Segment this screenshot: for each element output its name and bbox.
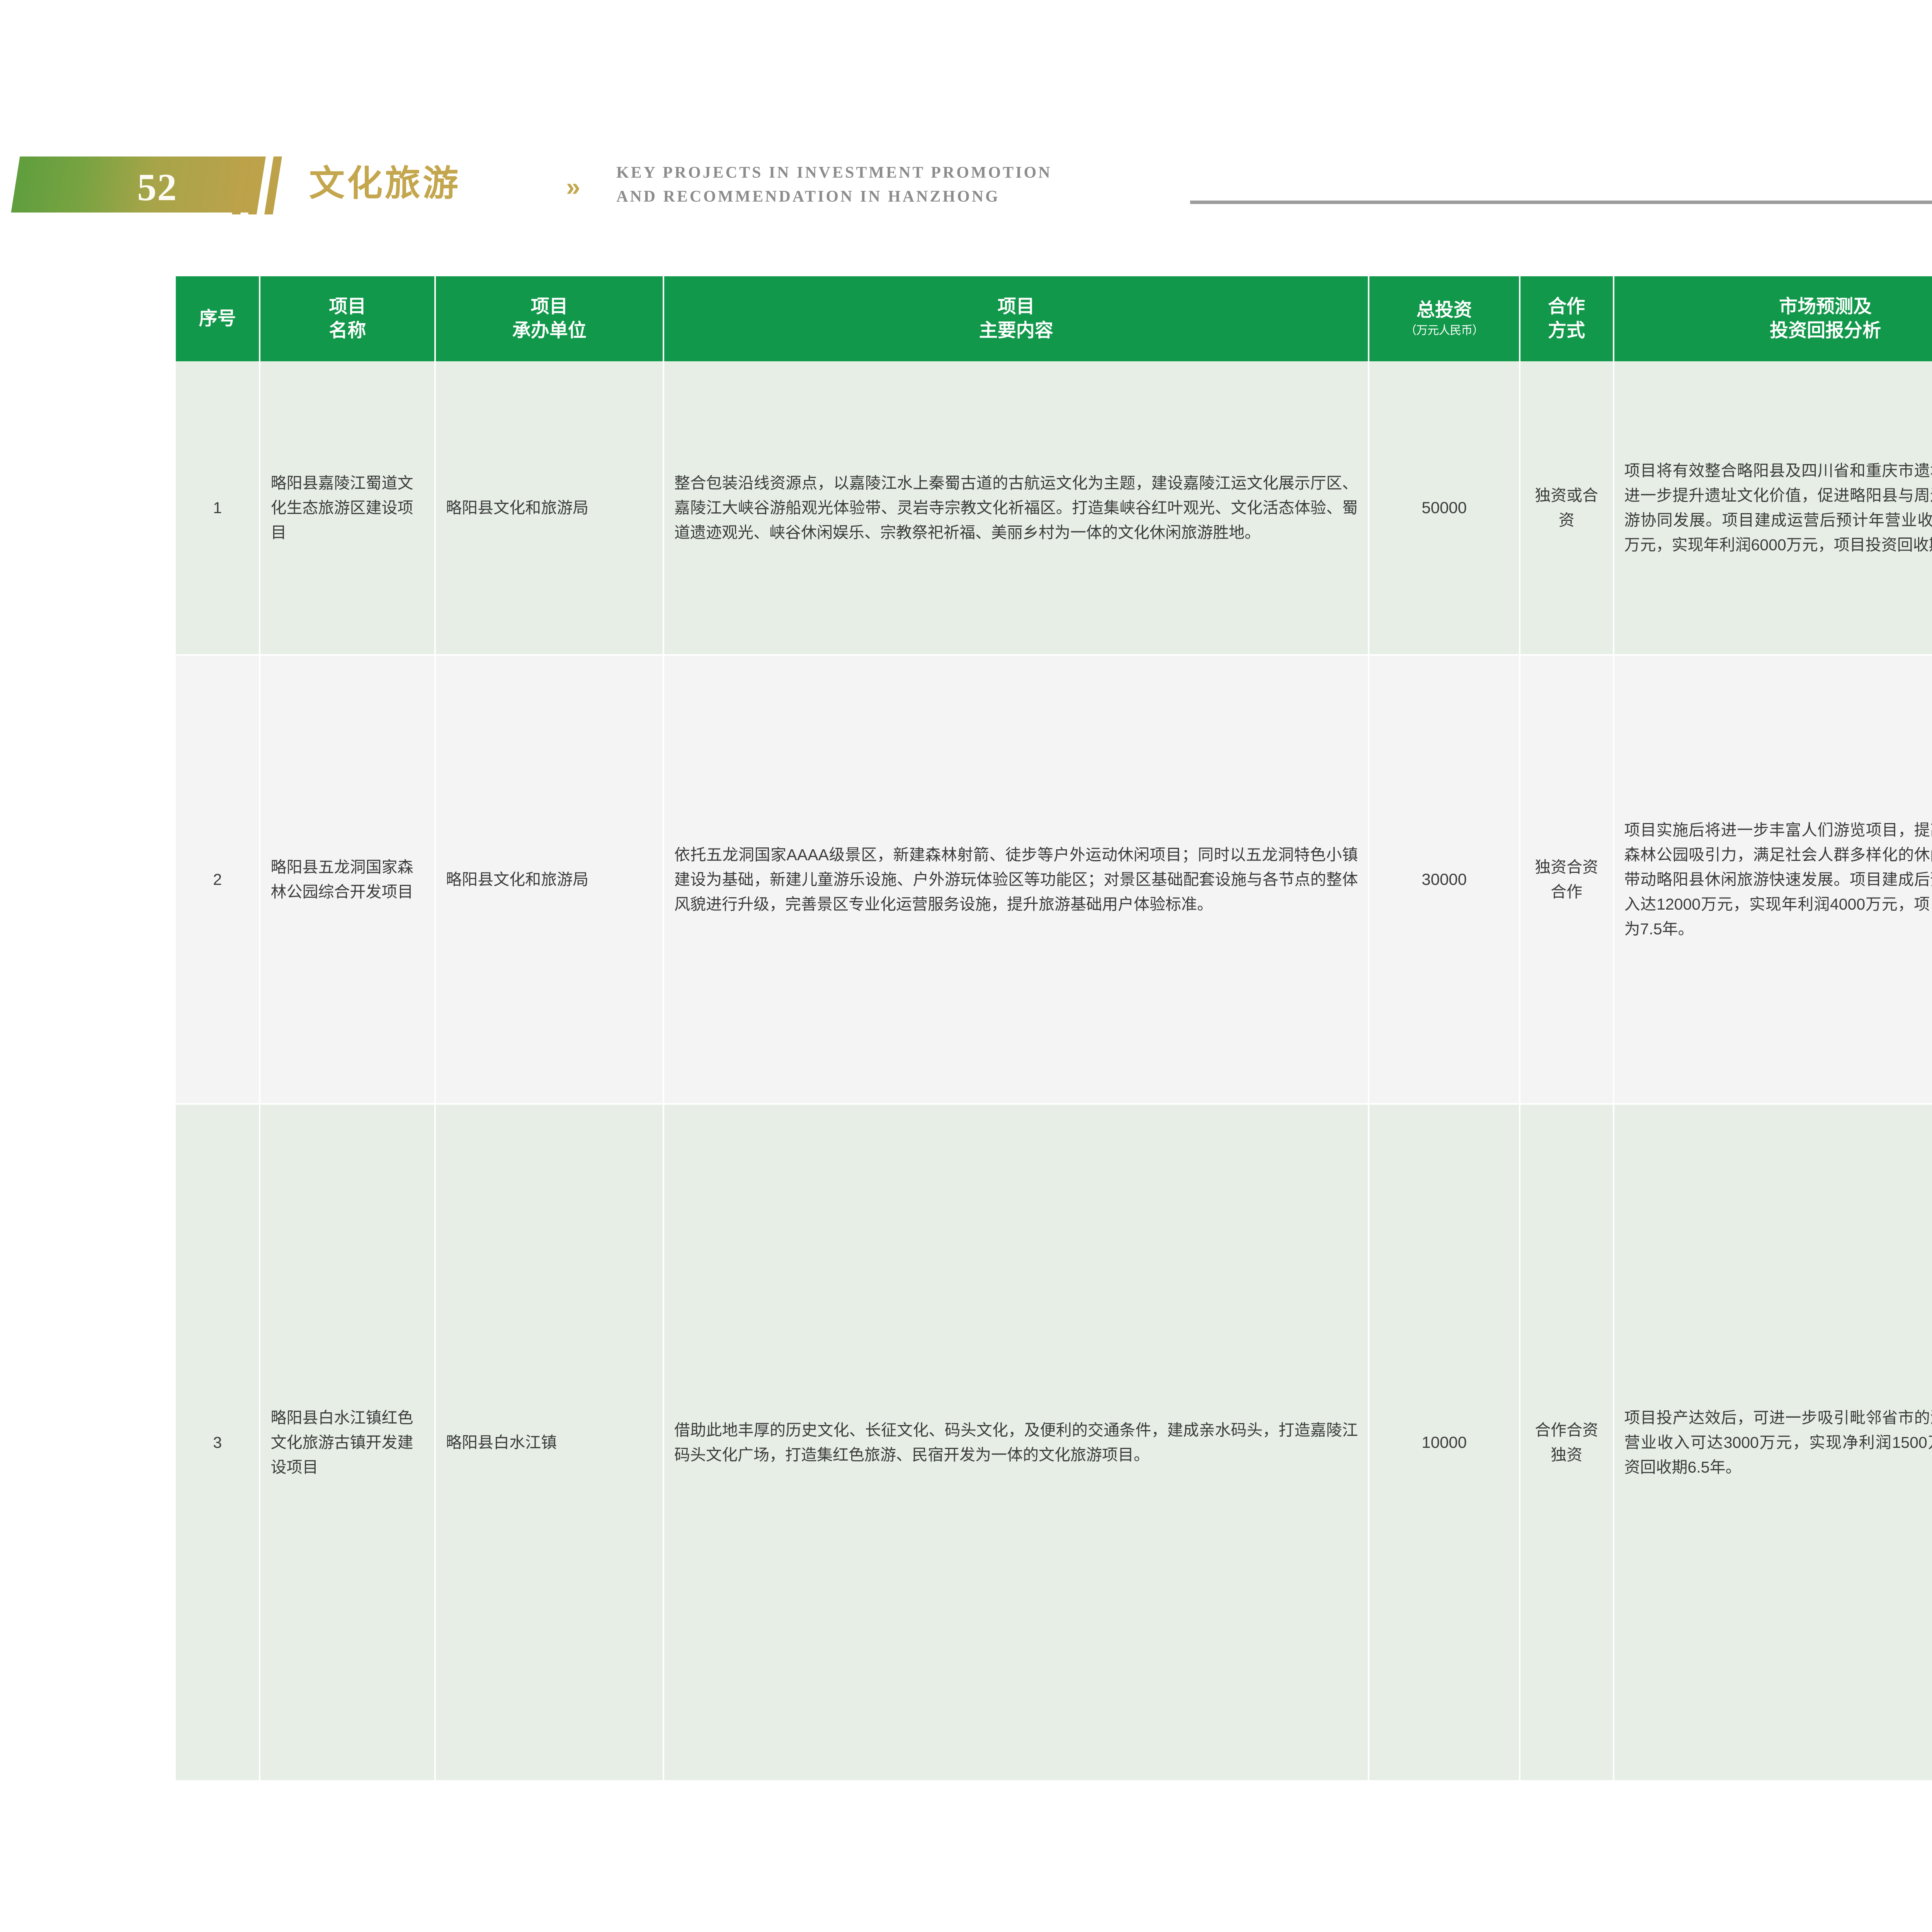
section-title-en-line1: KEY PROJECTS IN INVESTMENT PROMOTION [616,164,1052,182]
cell-host-unit: 略阳县文化和旅游局 [436,656,665,1105]
section-title-en-line2: AND RECOMMENDATION IN HANZHONG [616,188,1000,206]
cell-main-content: 整合包装沿线资源点，以嘉陵江水上秦蜀古道的古航运文化为主题，建设嘉陵江运文化展示… [664,361,1370,656]
page-number-banner [11,156,260,213]
col-header-cooperation-mode: 合作 方式 [1520,276,1614,361]
table-row: 1 略阳县嘉陵江蜀道文化生态旅游区建设项目 略阳县文化和旅游局 整合包装沿线资源… [176,361,1932,656]
cell-total-investment: 10000 [1369,1105,1520,1782]
cell-market-analysis: 项目将有效整合略阳县及四川省和重庆市遗址文化资源，进一步提升遗址文化价值，促进略… [1614,361,1932,656]
cell-cooperation-mode: 合作合资独资 [1520,1105,1614,1782]
col-header-seq: 序号 [176,276,261,361]
cell-cooperation-mode: 独资合资合作 [1520,656,1614,1105]
cell-total-investment: 30000 [1369,656,1520,1105]
slash-decoration-icon [232,156,287,214]
cell-project-name: 略阳县白水江镇红色文化旅游古镇开发建设项目 [260,1105,436,1782]
section-title-cn: 文化旅游 [309,164,461,203]
col-header-host-unit: 项目 承办单位 [436,276,665,361]
cell-market-analysis: 项目实施后将进一步丰富人们游览项目，提高五龙洞国家森林公园吸引力，满足社会人群多… [1614,656,1932,1105]
col-header-main-content: 项目 主要内容 [664,276,1370,361]
cell-total-investment: 50000 [1369,361,1520,656]
cell-seq: 1 [176,361,261,656]
cell-main-content: 依托五龙洞国家AAAA级景区，新建森林射箭、徒步等户外运动休闲项目；同时以五龙洞… [664,656,1370,1105]
cell-project-name: 略阳县嘉陵江蜀道文化生态旅游区建设项目 [260,361,436,656]
cell-host-unit: 略阳县文化和旅游局 [436,361,665,656]
cell-host-unit: 略阳县白水江镇 [436,1105,665,1782]
col-header-total-investment: 总投资 （万元人民币） [1369,276,1520,361]
cell-seq: 3 [176,1105,261,1782]
page-number: 52 [137,166,177,209]
projects-table: 序号 项目 名称 项目 承办单位 项目 主要内容 总投资 （万元人民币） 合作 方式 市… [176,276,1932,1782]
col-header-market-analysis: 市场预测及 投资回报分析 [1614,276,1932,361]
section-title-en: KEY PROJECTS IN INVESTMENT PROMOTION AND… [616,161,1891,209]
cell-project-name: 略阳县五龙洞国家森林公园综合开发项目 [260,656,436,1105]
col-header-investment-unit: （万元人民币） [1405,324,1484,337]
cell-seq: 2 [176,656,261,1105]
double-chevron-right-icon: » [566,172,580,201]
table-row: 3 略阳县白水江镇红色文化旅游古镇开发建设项目 略阳县白水江镇 借助此地丰厚的历… [176,1105,1932,1782]
cell-market-analysis: 项目投产达效后，可进一步吸引毗邻省市的游客，预计年营业收入可达3000万元，实现… [1614,1105,1932,1782]
cell-cooperation-mode: 独资或合资 [1520,361,1614,656]
header-rule-divider [1190,201,1932,204]
col-header-project-name: 项目 名称 [260,276,436,361]
table-header-row: 序号 项目 名称 项目 承办单位 项目 主要内容 总投资 （万元人民币） 合作 方式 市… [176,276,1932,361]
table-row: 2 略阳县五龙洞国家森林公园综合开发项目 略阳县文化和旅游局 依托五龙洞国家AA… [176,656,1932,1105]
page-header: 52 文化旅游 » KEY PROJECTS IN INVESTMENT PRO… [0,147,1932,236]
cell-main-content: 借助此地丰厚的历史文化、长征文化、码头文化，及便利的交通条件，建成亲水码头，打造… [664,1105,1370,1782]
